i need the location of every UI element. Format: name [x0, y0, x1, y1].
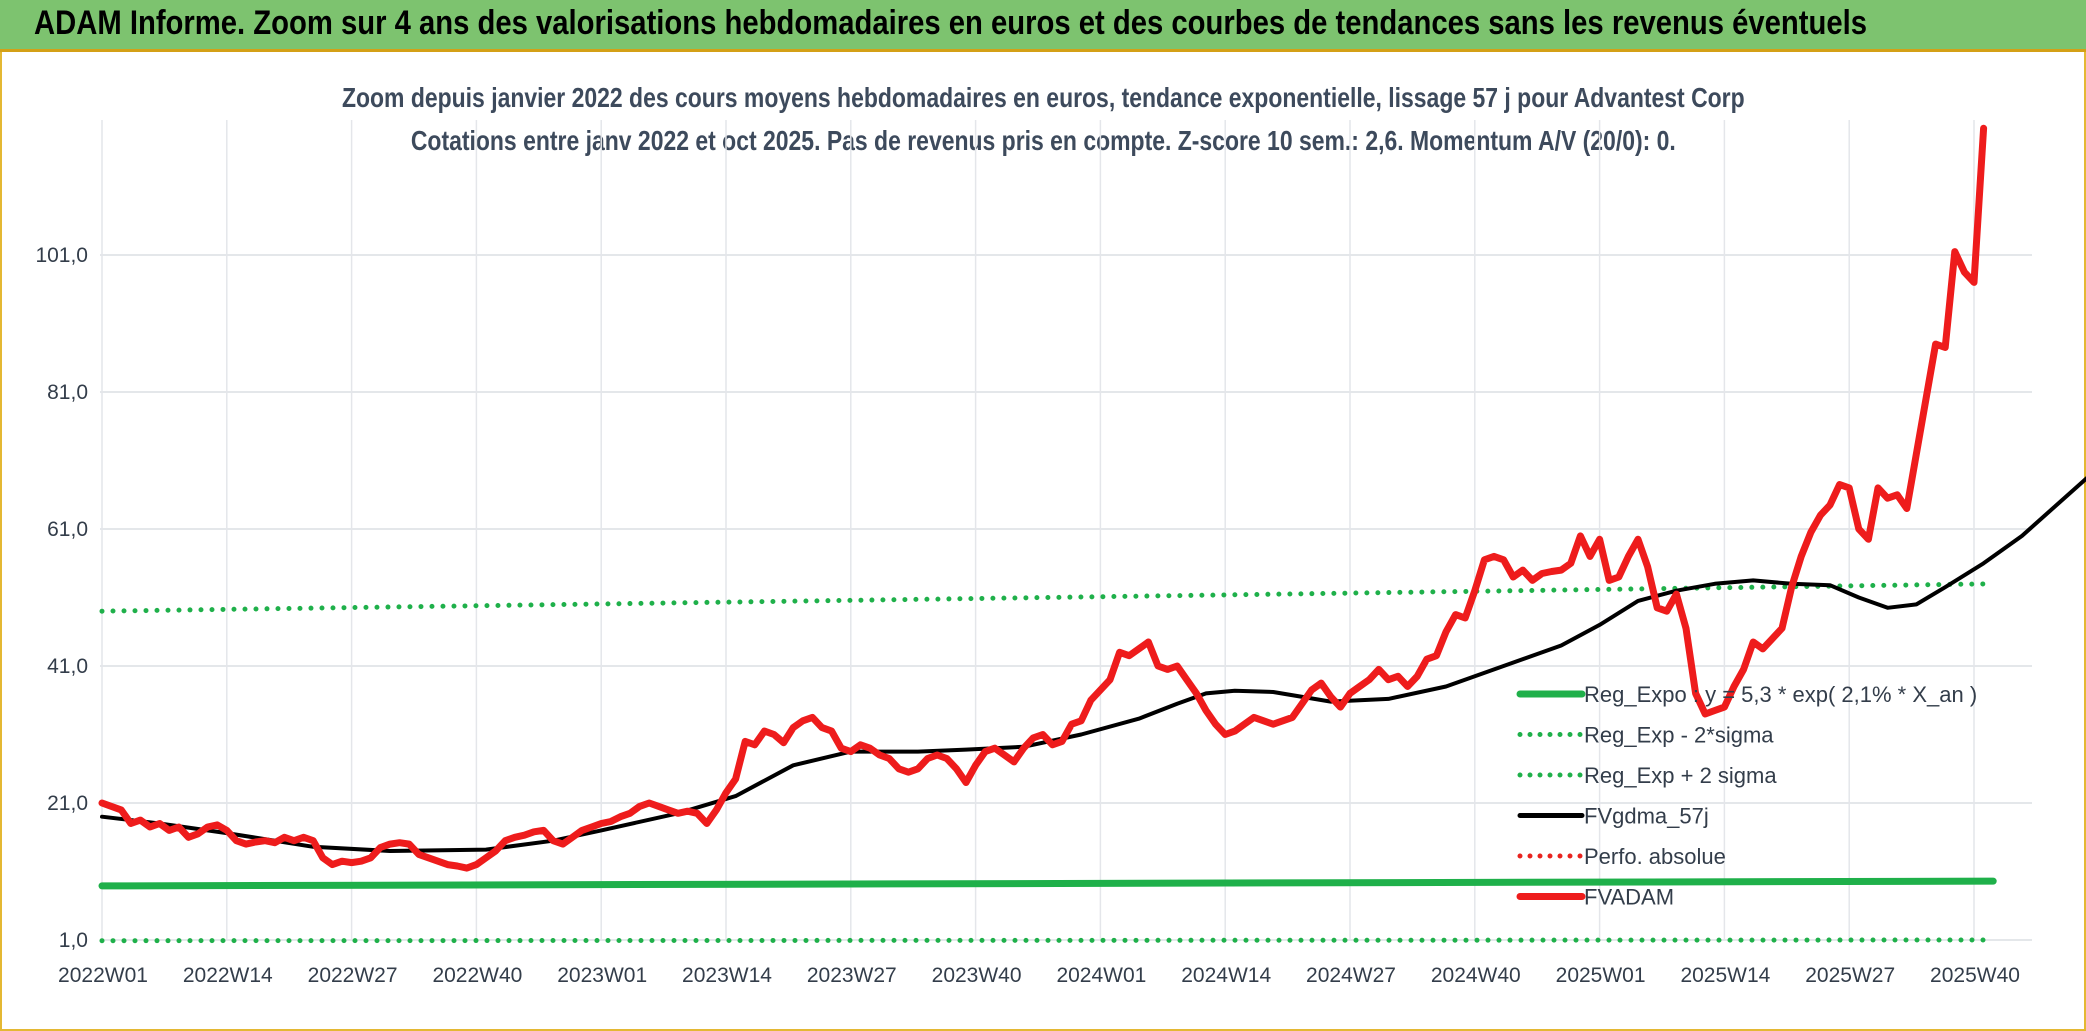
series-line-5 [98, 124, 1988, 872]
x-tick-label: 2024W27 [1306, 964, 1396, 987]
x-tick-label: 2023W01 [557, 964, 647, 987]
x-tick-label: 2025W40 [1930, 964, 2020, 987]
chart-subtitle: Cotations entre janv 2022 et oct 2025. P… [0, 125, 2086, 157]
y-tick-label: 61,0 [47, 518, 88, 541]
legend-label: FVADAM [1584, 885, 1674, 910]
y-axis-ticks: 1,0 21,0 41,0 61,0 81,0 101,0 [35, 244, 88, 952]
legend-label: Reg_Expo : y = 5,3 * exp( 2,1% * X_an ) [1584, 682, 1977, 707]
x-tick-label: 2022W01 [58, 964, 148, 987]
chart-legend: Reg_Expo : y = 5,3 * exp( 2,1% * X_an ) R… [1516, 682, 1977, 910]
legend-label: Reg_Exp + 2 sigma [1584, 763, 1777, 788]
x-tick-label: 2024W01 [1056, 964, 1146, 987]
x-tick-label: 2025W27 [1805, 964, 1895, 987]
x-tick-label: 2022W14 [183, 964, 273, 987]
report-header: ADAM Informe. Zoom sur 4 ans des valoris… [0, 0, 2086, 52]
legend-label: Perfo. absolue [1584, 844, 1726, 869]
x-axis-ticks: 2022W01 2022W14 2022W27 2022W40 2023W01 2023W… [58, 964, 2020, 987]
chart-series [98, 124, 2086, 944]
report-title: ADAM Informe. Zoom sur 4 ans des valoris… [34, 4, 1867, 42]
x-tick-label: 2024W40 [1431, 964, 1521, 987]
chart-title-text: Zoom depuis janvier 2022 des cours moyen… [341, 82, 1745, 113]
chart-title: Zoom depuis janvier 2022 des cours moyen… [0, 82, 2086, 114]
x-tick-label: 2024W14 [1181, 964, 1271, 987]
series-line-2 [99, 581, 1996, 614]
chart-grid [100, 120, 2032, 941]
x-tick-label: 2025W14 [1680, 964, 1770, 987]
y-tick-label: 41,0 [47, 655, 88, 678]
y-tick-label: 1,0 [59, 929, 88, 952]
x-tick-label: 2023W14 [682, 964, 772, 987]
y-tick-label: 101,0 [35, 244, 88, 267]
x-tick-label: 2023W27 [807, 964, 897, 987]
series-line-0 [98, 877, 1997, 890]
x-tick-label: 2025W01 [1556, 964, 1646, 987]
y-tick-label: 81,0 [47, 381, 88, 404]
x-tick-label: 2022W40 [432, 964, 522, 987]
chart-subtitle-text: Cotations entre janv 2022 et oct 2025. P… [410, 125, 1676, 156]
legend-label: FVgdma_57j [1584, 804, 1709, 829]
x-tick-label: 2023W40 [932, 964, 1022, 987]
chart-frame [0, 52, 2086, 1031]
series-line-1 [99, 937, 1996, 944]
series-line-3 [100, 476, 2086, 853]
y-tick-label: 21,0 [47, 792, 88, 815]
legend-label: Reg_Exp - 2*sigma [1584, 723, 1774, 748]
x-tick-label: 2022W27 [308, 964, 398, 987]
